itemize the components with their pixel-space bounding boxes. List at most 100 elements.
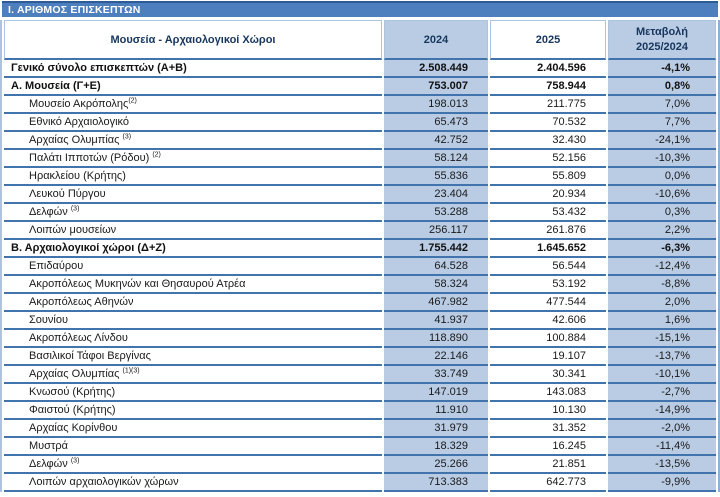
table-row: Εθνικό Αρχαιολογικό 65.473 70.532 7,7% [4,114,716,132]
table-row: Αρχαίας Ολυμπίας (1)(3) 33.749 30.341 -1… [4,366,716,384]
row-label: Γενικό σύνολο επισκεπτών (Α+Β) [11,62,187,74]
row-label: Αρχαίας Κορίνθου [29,422,118,434]
footnote-marker: (1)(3) [122,367,140,375]
row-change-value: 0,0% [608,168,716,186]
footnote-marker: (3) [122,133,132,141]
table-row: Μυστρά 18.329 16.245 -11,4% [4,438,716,456]
row-value-2024: 467.982 [384,294,488,312]
row-label-cell: Αρχαίας Κορίνθου [4,420,382,438]
row-value-2024: 31.979 [384,420,488,438]
row-change-value: 2,0% [608,294,716,312]
visitors-table: Μουσεία - Αρχαιολογικοί Χώροι 2024 2025 … [2,20,718,492]
row-change-value: -13,7% [608,348,716,366]
row-label: Α. Μουσεία (Γ+Ε) [11,80,101,92]
row-value-2024: 147.019 [384,384,488,402]
row-change-value: -12,4% [608,258,716,276]
row-label-cell: Βασιλικοί Τάφοι Βεργίνας [4,348,382,366]
row-change-value: -2,0% [608,420,716,438]
row-label-cell: Παλάτι Ιπποτών (Ρόδου) (2) [4,150,382,168]
row-label: Σουνίου [29,314,69,326]
row-change-value: -10,3% [608,150,716,168]
row-label: Αρχαίας Ολυμπίας (3) [29,133,132,146]
row-value-2024: 25.266 [384,456,488,474]
table-row: Γενικό σύνολο επισκεπτών (Α+Β) 2.508.449… [4,60,716,78]
row-label: Ακροπόλεως Αθηνών [29,296,134,308]
row-label: Δελφών (3) [29,205,80,218]
table-row: Δελφών (3) 25.266 21.851 -13,5% [4,456,716,474]
row-value-2025: 30.341 [490,366,606,384]
row-label-cell: Αρχαίας Ολυμπίας (3) [4,132,382,150]
row-value-2025: 758.944 [490,78,606,96]
row-label-cell: Δελφών (3) [4,204,382,222]
table-row: Παλάτι Ιπποτών (Ρόδου) (2) 58.124 52.156… [4,150,716,168]
table-row: Ηρακλείου (Κρήτης) 55.836 55.809 0,0% [4,168,716,186]
table-row: Βασιλικοί Τάφοι Βεργίνας 22.146 19.107 -… [4,348,716,366]
table-row: Λευκού Πύργου 23.404 20.934 -10,6% [4,186,716,204]
row-label: Λοιπών αρχαιολογικών χώρων [29,476,179,488]
table-row: Αρχαίας Κορίνθου 31.979 31.352 -2,0% [4,420,716,438]
row-label: Ηρακλείου (Κρήτης) [29,170,126,182]
row-change-value: -14,9% [608,402,716,420]
row-value-2025: 70.532 [490,114,606,132]
row-change-value: -8,8% [608,276,716,294]
row-label-cell: Λευκού Πύργου [4,186,382,204]
row-change-value: -10,1% [608,366,716,384]
row-value-2024: 64.528 [384,258,488,276]
row-change-value: 0,3% [608,204,716,222]
row-label-cell: Φαιστού (Κρήτης) [4,402,382,420]
table-row: Λοιπών μουσείων 256.117 261.876 2,2% [4,222,716,240]
row-label-cell: Μυστρά [4,438,382,456]
row-label: Ακροπόλεως Μυκηνών και Θησαυρού Ατρέα [29,278,246,290]
row-value-2024: 2.508.449 [384,60,488,78]
row-label: Λευκού Πύργου [29,188,106,200]
row-value-2024: 41.937 [384,312,488,330]
row-label-cell: Μουσείο Ακρόπολης(2) [4,96,382,114]
row-value-2025: 21.851 [490,456,606,474]
row-value-2025: 53.192 [490,276,606,294]
row-label-cell: Σουνίου [4,312,382,330]
row-change-value: -11,4% [608,438,716,456]
row-label-cell: Κνωσού (Κρήτης) [4,384,382,402]
table-row: Ακροπόλεως Μυκηνών και Θησαυρού Ατρέα 58… [4,276,716,294]
row-value-2025: 1.645.652 [490,240,606,258]
row-label: Λοιπών μουσείων [29,224,117,236]
row-label: Εθνικό Αρχαιολογικό [29,116,129,128]
row-label: Β. Αρχαιολογικοί χώροι (Δ+Ζ) [11,242,166,254]
row-change-value: 2,2% [608,222,716,240]
row-change-value: -24,1% [608,132,716,150]
row-label: Φαιστού (Κρήτης) [29,404,116,416]
row-label-cell: Ακροπόλεως Αθηνών [4,294,382,312]
row-change-value: -13,5% [608,456,716,474]
row-value-2025: 642.773 [490,474,606,492]
table-row: Δελφών (3) 53.288 53.432 0,3% [4,204,716,222]
row-label-cell: Γενικό σύνολο επισκεπτών (Α+Β) [4,60,382,78]
footnote-marker: (2) [128,97,137,105]
row-label: Μυστρά [29,440,68,452]
row-value-2025: 19.107 [490,348,606,366]
row-value-2024: 18.329 [384,438,488,456]
column-header-2025: 2025 [490,20,606,60]
row-label: Αρχαίας Ολυμπίας (1)(3) [29,367,140,380]
row-label-cell: Ακροπόλεως Μυκηνών και Θησαυρού Ατρέα [4,276,382,294]
row-label: Μουσείο Ακρόπολης(2) [29,97,137,110]
row-change-value: -15,1% [608,330,716,348]
row-value-2025: 10.130 [490,402,606,420]
row-value-2025: 143.083 [490,384,606,402]
row-value-2025: 2.404.596 [490,60,606,78]
row-value-2025: 42.606 [490,312,606,330]
row-value-2025: 55.809 [490,168,606,186]
row-value-2025: 261.876 [490,222,606,240]
row-value-2025: 20.934 [490,186,606,204]
row-value-2025: 32.430 [490,132,606,150]
row-value-2025: 100.884 [490,330,606,348]
table-body: Γενικό σύνολο επισκεπτών (Α+Β) 2.508.449… [4,60,716,492]
row-label: Βασιλικοί Τάφοι Βεργίνας [29,350,151,362]
row-change-value: 7,0% [608,96,716,114]
row-value-2025: 211.775 [490,96,606,114]
section-title: Ι. ΑΡΙΘΜΟΣ ΕΠΙΣΚΕΠΤΩΝ [8,4,141,16]
table-row: Β. Αρχαιολογικοί χώροι (Δ+Ζ) 1.755.442 1… [4,240,716,258]
column-header-2024: 2024 [384,20,488,60]
row-value-2024: 55.836 [384,168,488,186]
footnote-marker: (3) [70,457,80,465]
